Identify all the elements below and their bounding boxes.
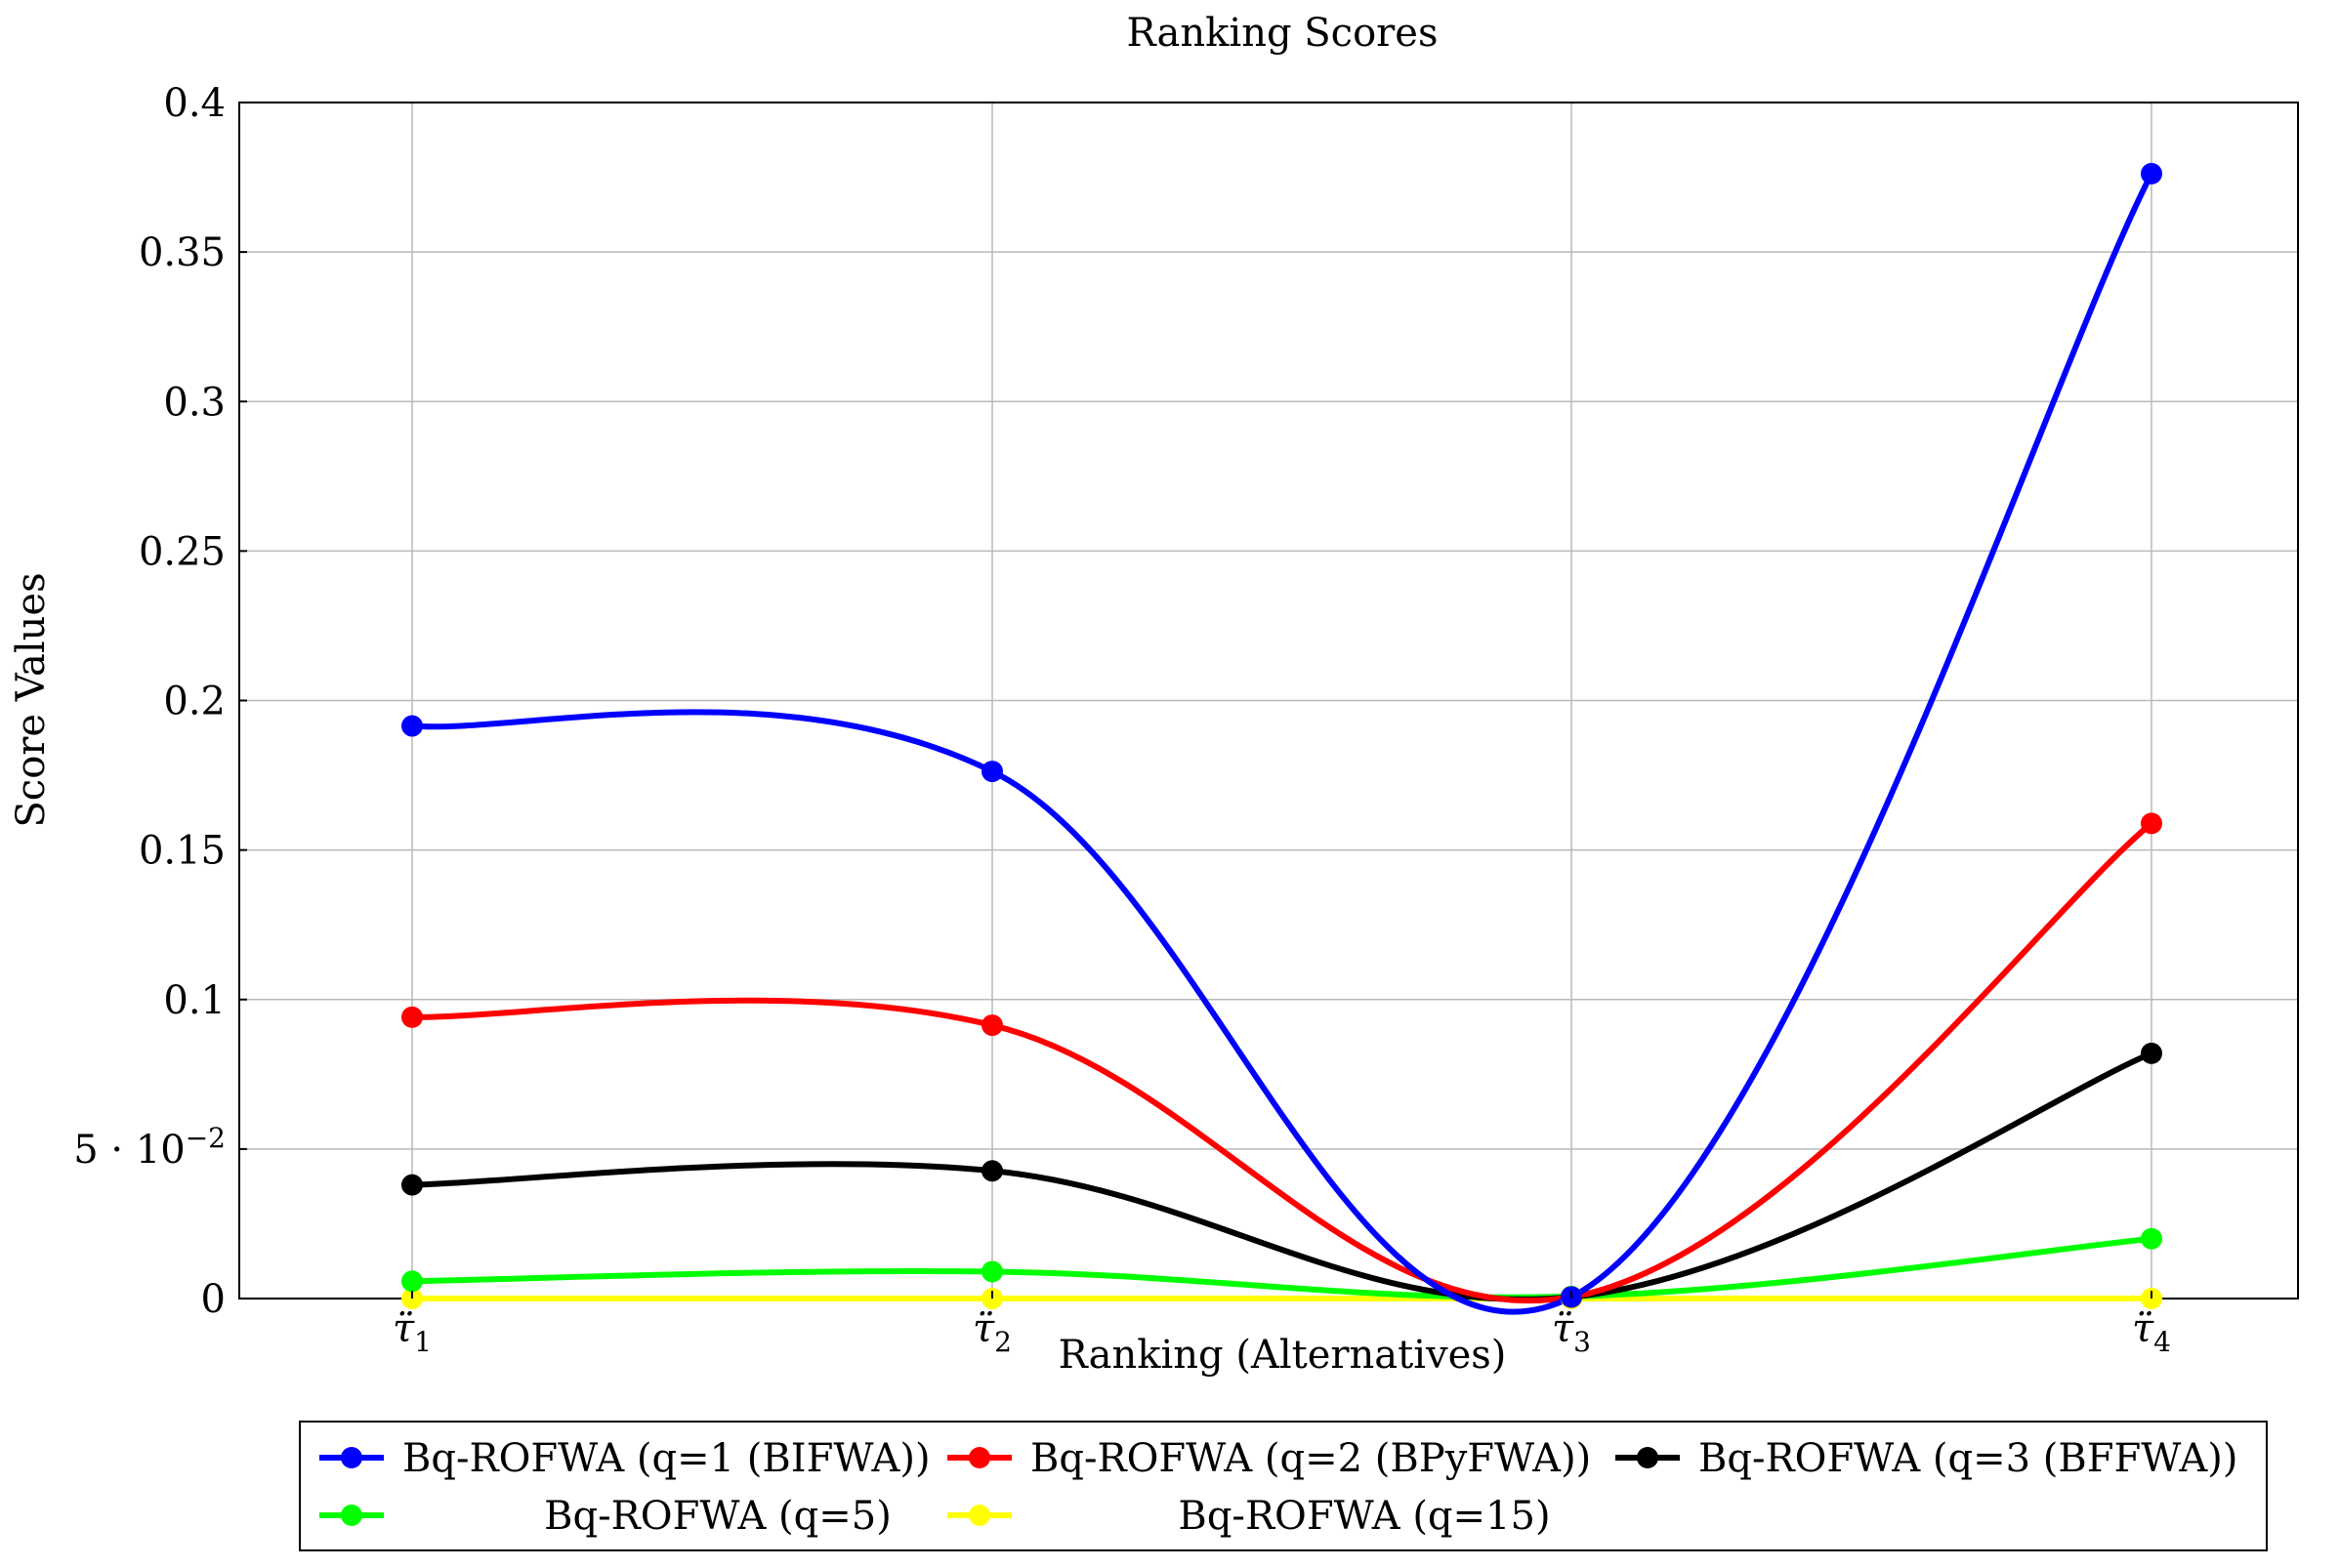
marker-layer <box>401 162 2162 1309</box>
legend-label: Bq-ROFWA (q=2 (BPyFWA)) <box>1030 1436 1591 1481</box>
series-line-1 <box>409 170 2154 1315</box>
series-1-point <box>982 761 1003 783</box>
series-4-point <box>982 1260 1003 1283</box>
legend-swatch-marker <box>969 1505 990 1526</box>
series-1-point <box>401 715 423 737</box>
y-tick-labels: 0 5 · 10−2 0.1 0.15 0.2 0.25 0.3 0.35 0.4 <box>73 81 247 1322</box>
series-4-point <box>2141 1227 2162 1250</box>
x-tick-label: τ̈1 <box>393 1306 432 1358</box>
legend-label: Bq-ROFWA (q=1 (BIFWA)) <box>402 1436 931 1481</box>
x-tick-label: τ̈4 <box>2132 1306 2171 1358</box>
series-line-4 <box>409 1235 2154 1300</box>
x-tick-label: τ̈3 <box>1552 1306 1591 1358</box>
series-2-point <box>2141 812 2162 835</box>
legend-items: Bq-ROFWA (q=1 (BIFWA)) Bq-ROFWA (q=2 (BPy… <box>319 1436 2238 1539</box>
x-tick-label: τ̈2 <box>973 1306 1012 1358</box>
legend: Bq-ROFWA (q=1 (BIFWA)) Bq-ROFWA (q=2 (BPy… <box>299 1421 2268 1551</box>
x-axis-label: Ranking (Alternatives) <box>1059 1333 1507 1378</box>
series-2-point <box>401 1006 423 1028</box>
chart-title: Ranking Scores <box>1127 11 1439 56</box>
legend-label: Bq-ROFWA (q=5) <box>544 1494 892 1539</box>
series-3-point <box>982 1160 1003 1182</box>
x-tick-labels: τ̈1 τ̈2 τ̈3 τ̈4 <box>393 1291 2171 1358</box>
series-line-3 <box>409 1050 2154 1302</box>
y-tick-label: 0.3 <box>163 380 226 425</box>
legend-label: Bq-ROFWA (q=15) <box>1178 1494 1550 1539</box>
legend-label: Bq-ROFWA (q=3 (BFFWA)) <box>1698 1436 2238 1481</box>
series-2-point <box>982 1014 1003 1037</box>
series-3-point <box>401 1174 423 1196</box>
legend-swatch-marker <box>969 1447 990 1468</box>
series-4-point <box>401 1270 423 1293</box>
legend-swatch-marker <box>1637 1447 1658 1468</box>
y-tick-label: 0.35 <box>139 230 226 275</box>
legend-swatch-marker <box>341 1447 362 1468</box>
y-tick-label: 0.1 <box>163 978 226 1023</box>
y-axis-label: Score Values <box>9 572 54 827</box>
y-tick-label: 0.4 <box>163 81 226 126</box>
y-tick-label: 0.2 <box>163 680 226 724</box>
series-1-point <box>2141 162 2162 185</box>
series-3-point <box>2141 1042 2162 1064</box>
series-line-2 <box>409 820 2154 1304</box>
series-layer <box>409 170 2154 1315</box>
grid-layer <box>239 102 2298 1300</box>
legend-swatch-marker <box>341 1505 362 1526</box>
legend-box <box>299 1421 2268 1551</box>
y-tick-label: 0.15 <box>139 829 226 874</box>
y-tick-label: 0.25 <box>139 529 226 574</box>
y-tick-label: 5 · 10−2 <box>73 1122 226 1173</box>
y-tick-label: 0 <box>201 1277 226 1322</box>
